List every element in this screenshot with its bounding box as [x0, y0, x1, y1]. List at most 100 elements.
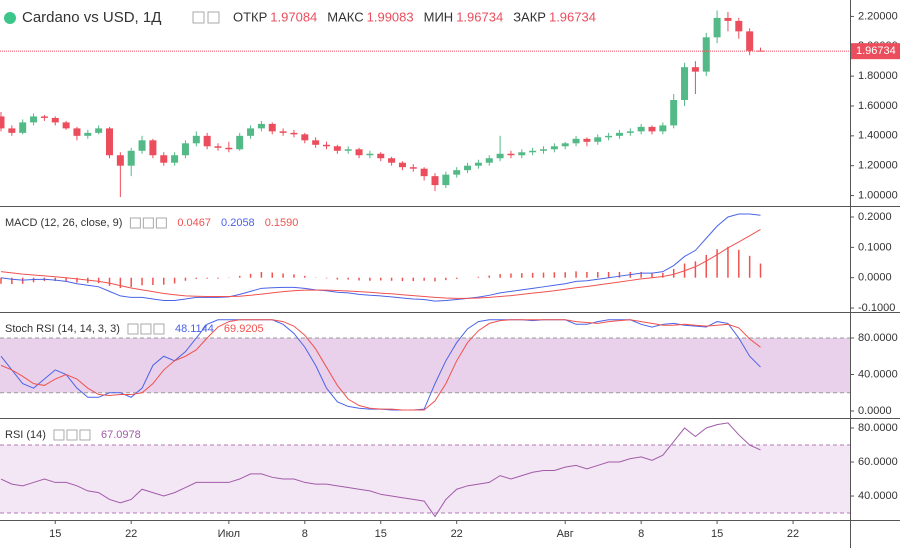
candle-body	[518, 152, 526, 156]
ohlc-value: 1.99083	[367, 9, 414, 24]
settings-icon[interactable]	[142, 217, 154, 229]
close-icon[interactable]	[79, 429, 91, 441]
histogram-bar	[141, 277, 143, 286]
settings-icon[interactable]	[207, 11, 220, 24]
histogram-bar	[716, 249, 718, 278]
candle-body	[453, 170, 461, 175]
y-tick-label: 40.0000	[858, 368, 898, 380]
y-tick-label: 1.80000	[858, 70, 898, 82]
eye-icon[interactable]	[192, 11, 205, 24]
histogram-bar	[11, 277, 13, 285]
histogram-bar	[119, 277, 122, 289]
pane-plot	[0, 213, 762, 302]
candle-body	[138, 140, 146, 151]
candle-body	[724, 17, 732, 21]
histogram-bar	[651, 273, 653, 278]
candle-body	[290, 132, 298, 135]
histogram-bar	[531, 272, 534, 278]
candle-body	[398, 162, 406, 168]
y-tick-label: 60.0000	[858, 456, 898, 468]
candle-body	[615, 132, 623, 136]
indicator-line	[0, 229, 761, 299]
candle-body	[236, 135, 244, 150]
candle-body	[225, 147, 233, 150]
histogram-bar	[54, 277, 56, 282]
y-tick-label: 2.20000	[858, 10, 898, 22]
candle-body	[279, 131, 287, 133]
histogram-bar	[488, 275, 490, 278]
candle-body	[192, 135, 200, 144]
eye-icon[interactable]	[127, 323, 139, 335]
candle-body	[247, 128, 255, 136]
histogram-bar	[510, 273, 512, 278]
eye-icon[interactable]	[129, 217, 141, 229]
histogram-bar	[380, 277, 382, 281]
histogram-bar	[206, 277, 208, 279]
candle-body	[312, 140, 320, 145]
eye-icon[interactable]	[53, 429, 65, 441]
last-price-label: 1.96734	[856, 45, 896, 57]
candle-body	[19, 122, 27, 133]
histogram-bar	[271, 272, 273, 278]
histogram-bar	[97, 277, 100, 284]
histogram-bar	[738, 249, 740, 278]
histogram-bar	[705, 254, 707, 278]
settings-icon[interactable]	[140, 323, 152, 335]
close-icon[interactable]	[153, 323, 165, 335]
histogram-bar	[249, 273, 252, 278]
candle-body	[127, 150, 135, 166]
histogram-bar	[618, 271, 621, 278]
histogram-bar	[477, 276, 480, 278]
histogram-bar	[336, 277, 339, 280]
x-tick-label: 8	[638, 528, 644, 540]
candle-body	[268, 123, 276, 132]
histogram-bar	[369, 277, 371, 281]
histogram-bar	[21, 277, 24, 284]
x-tick-label: 22	[125, 528, 137, 540]
candle-body	[605, 135, 613, 138]
candle-body	[106, 128, 113, 156]
histogram-bar	[662, 272, 664, 278]
pane-plot	[0, 10, 764, 198]
y-tick-label: 0.2000	[858, 211, 892, 223]
pane-plot	[0, 319, 850, 411]
ohlc-name: МИН	[424, 9, 454, 24]
indicator-title: RSI (14)	[5, 429, 46, 441]
candle-body	[670, 100, 678, 126]
y-tick-label: 1.60000	[858, 100, 898, 112]
candle-body	[409, 167, 417, 169]
histogram-bar	[575, 271, 577, 278]
y-tick-label: 1.00000	[858, 189, 898, 201]
x-tick-label: 15	[711, 528, 723, 540]
histogram-bar	[184, 277, 187, 281]
histogram-bar	[597, 271, 599, 278]
histogram-bar	[640, 271, 642, 278]
ohlc-name: ЗАКР	[513, 9, 546, 24]
histogram-bar	[163, 277, 165, 285]
candle-body	[84, 132, 92, 136]
histogram-bar	[434, 277, 436, 282]
pane-plot	[0, 422, 850, 518]
candle-body	[735, 20, 743, 32]
y-tick-label: 0.1000	[858, 241, 892, 253]
indicator-line	[0, 319, 761, 411]
candle-body	[171, 155, 179, 163]
candle-body	[420, 168, 428, 177]
histogram-bar	[390, 277, 393, 281]
indicator-line	[0, 213, 761, 302]
x-tick-label: 8	[302, 528, 308, 540]
settings-icon[interactable]	[66, 429, 78, 441]
y-tick-label: 80.0000	[858, 422, 898, 434]
candle-body	[377, 153, 385, 159]
candle-body	[366, 153, 374, 156]
histogram-bar	[521, 273, 523, 278]
candle-body	[637, 126, 645, 132]
indicator-title: Stoch RSI (14, 14, 3, 3)	[5, 323, 120, 335]
close-icon[interactable]	[155, 217, 167, 229]
histogram-bar	[293, 274, 295, 278]
y-tick-label: -0.1000	[858, 302, 895, 314]
candle-body	[355, 149, 363, 156]
candle-body	[561, 143, 569, 147]
candle-body	[73, 128, 81, 136]
